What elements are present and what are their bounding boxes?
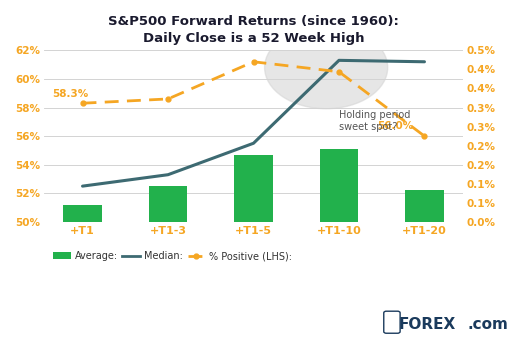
Bar bbox=[320, 149, 358, 339]
Text: 58.3%: 58.3% bbox=[53, 89, 89, 99]
Text: Holding period
sweet spot?: Holding period sweet spot? bbox=[339, 111, 410, 132]
Text: FOREX: FOREX bbox=[399, 317, 456, 332]
Bar bbox=[234, 155, 273, 339]
Bar bbox=[63, 205, 102, 339]
Bar bbox=[149, 186, 187, 339]
Text: 56.0%: 56.0% bbox=[378, 121, 414, 131]
Text: .com: .com bbox=[468, 317, 508, 332]
Bar bbox=[405, 191, 444, 339]
Ellipse shape bbox=[265, 26, 388, 109]
Legend: Average:, Median:, % Positive (LHS):: Average:, Median:, % Positive (LHS): bbox=[49, 247, 296, 265]
Title: S&P500 Forward Returns (since 1960):
Daily Close is a 52 Week High: S&P500 Forward Returns (since 1960): Dai… bbox=[108, 15, 399, 45]
